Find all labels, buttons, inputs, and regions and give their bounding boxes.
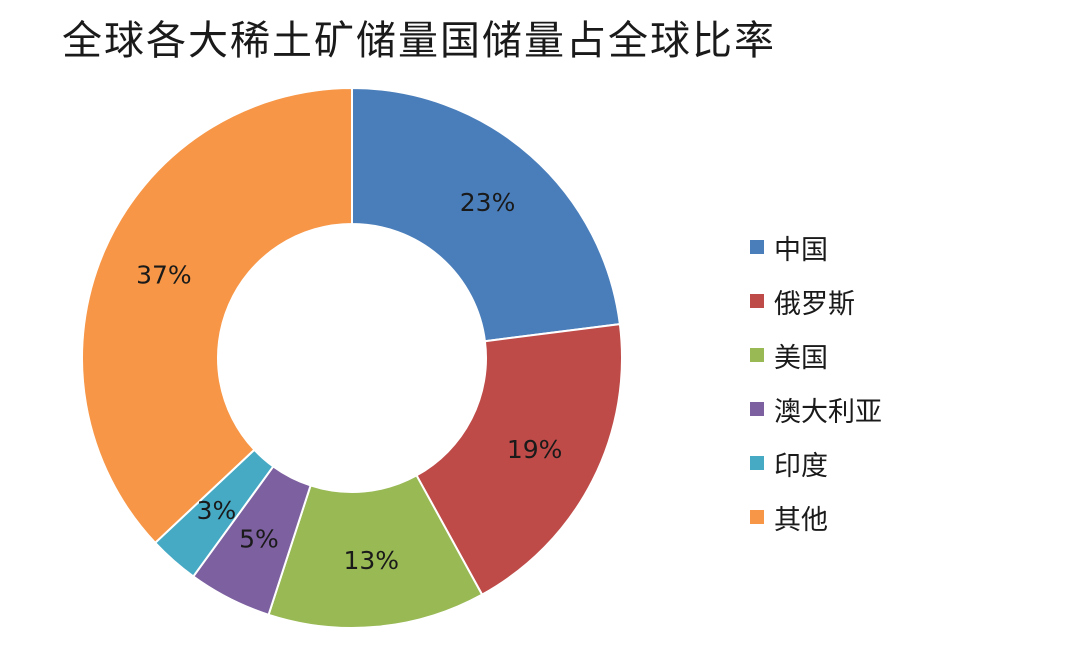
slice-data-label-5: 37%	[136, 261, 192, 290]
donut-slice-0	[351, 86, 621, 343]
legend-item-usa: 美国	[750, 328, 882, 382]
donut-slice-1	[415, 323, 623, 596]
legend-swatch	[750, 294, 764, 308]
legend-swatch	[750, 240, 764, 254]
legend: 中国 俄罗斯 美国 澳大利亚 印度 其他	[750, 220, 882, 544]
legend-label: 俄罗斯	[774, 288, 855, 320]
slice-data-label-2: 13%	[344, 546, 400, 575]
legend-label: 其他	[774, 504, 828, 536]
chart-title: 全球各大稀土矿储量国储量占全球比率	[62, 18, 776, 64]
slice-data-label-0: 23%	[460, 188, 516, 217]
legend-swatch	[750, 456, 764, 470]
slice-data-label-3: 5%	[239, 525, 279, 554]
legend-label: 美国	[774, 342, 828, 374]
legend-label: 中国	[774, 234, 828, 266]
legend-swatch	[750, 510, 764, 524]
legend-item-australia: 澳大利亚	[750, 382, 882, 436]
donut-slices	[81, 86, 623, 629]
legend-swatch	[750, 348, 764, 362]
slice-data-label-1: 19%	[507, 435, 563, 464]
legend-item-other: 其他	[750, 490, 882, 544]
legend-item-china: 中国	[750, 220, 882, 274]
legend-swatch	[750, 402, 764, 416]
slice-labels: 23% 19% 13% 5%3% 37%	[136, 188, 562, 575]
legend-item-india: 印度	[750, 436, 882, 490]
legend-label: 澳大利亚	[774, 396, 882, 428]
donut-slice-2	[267, 474, 484, 629]
slice-data-label-4: 3%	[197, 496, 237, 525]
legend-label: 印度	[774, 450, 828, 482]
donut-slice-5	[81, 86, 353, 545]
legend-item-russia: 俄罗斯	[750, 274, 882, 328]
